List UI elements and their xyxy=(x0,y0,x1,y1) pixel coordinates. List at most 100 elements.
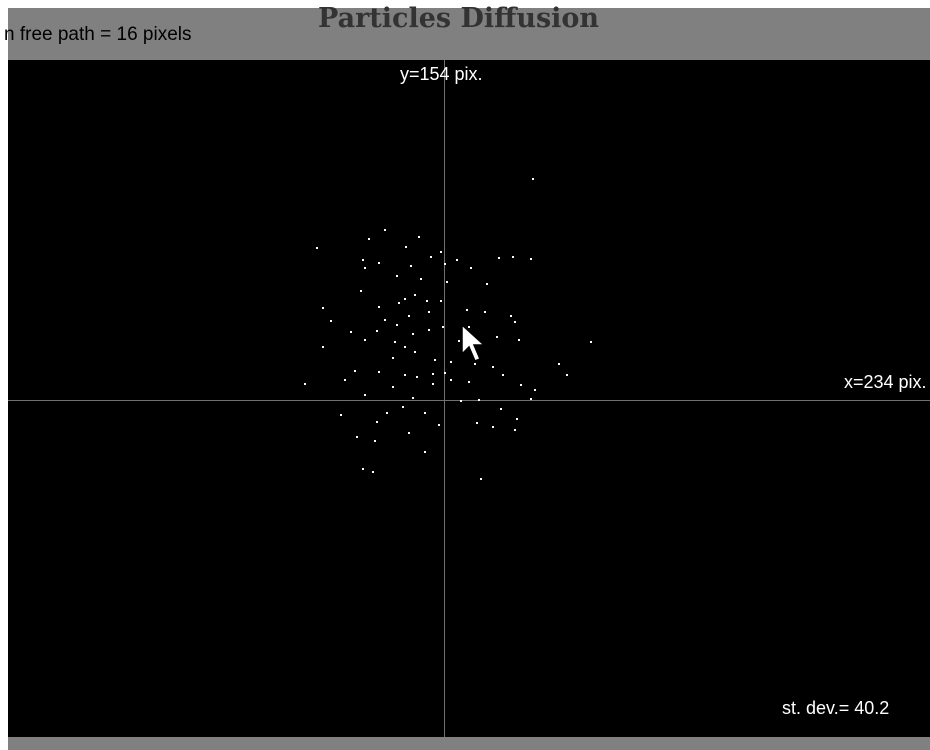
particle-dot xyxy=(404,374,406,376)
mean-free-path-label: n free path = 16 pixels xyxy=(4,24,192,45)
particle-dot xyxy=(480,478,482,480)
particle-dot xyxy=(440,251,442,253)
particle-dot xyxy=(372,471,374,473)
particle-dot xyxy=(518,339,520,341)
particle-dot xyxy=(354,370,356,372)
particle-dot xyxy=(408,315,410,317)
particle-dot xyxy=(432,383,434,385)
particle-dot xyxy=(412,333,414,335)
particle-dot xyxy=(502,374,504,376)
particle-dot xyxy=(402,406,404,408)
particle-dot xyxy=(398,302,400,304)
particle-dot xyxy=(414,294,416,296)
particle-dot xyxy=(392,357,394,359)
particle-dot xyxy=(456,259,458,261)
particle-dot xyxy=(514,321,516,323)
particle-dot xyxy=(516,418,518,420)
particle-dot xyxy=(418,236,420,238)
particle-dot xyxy=(426,300,428,302)
x-axis-line xyxy=(8,400,930,401)
particle-dot xyxy=(424,451,426,453)
particle-dot xyxy=(434,359,436,361)
standard-deviation-label: st. dev.= 40.2 xyxy=(782,698,890,718)
particle-dot xyxy=(590,341,592,343)
particle-dot xyxy=(532,178,534,180)
x-coordinate-label: x=234 pix. xyxy=(844,372,927,392)
particle-dot xyxy=(430,256,432,258)
particle-dot xyxy=(474,363,476,365)
particle-dot xyxy=(450,379,452,381)
particle-dot xyxy=(384,229,386,231)
particle-cloud xyxy=(304,178,592,480)
particle-dot xyxy=(428,329,430,331)
particle-dot xyxy=(340,414,342,416)
particle-dot xyxy=(404,346,406,348)
particle-dot xyxy=(408,432,410,434)
particle-dot xyxy=(404,298,406,300)
particle-dot xyxy=(492,426,494,428)
particle-dot xyxy=(412,397,414,399)
particle-dot xyxy=(374,440,376,442)
particle-dot xyxy=(440,300,442,302)
particle-dot xyxy=(304,383,306,385)
y-coordinate-label: y=154 pix. xyxy=(400,64,483,84)
particle-dot xyxy=(444,372,446,374)
particle-dot xyxy=(330,320,332,322)
particle-dot xyxy=(492,366,494,368)
mouse-pointer-icon xyxy=(461,324,486,362)
particle-dot xyxy=(322,307,324,309)
particle-dot xyxy=(438,424,440,426)
particle-dot xyxy=(362,468,364,470)
particle-dot xyxy=(470,267,472,269)
particle-dot xyxy=(558,363,560,365)
particle-dot xyxy=(466,309,468,311)
particle-dot xyxy=(496,336,498,338)
particle-dot xyxy=(410,265,412,267)
particle-dot xyxy=(316,247,318,249)
particle-dot xyxy=(446,281,448,283)
particle-dot xyxy=(514,429,516,431)
particle-dot xyxy=(566,374,568,376)
particle-dot xyxy=(350,331,352,333)
particle-dot xyxy=(442,326,444,328)
window-left-border xyxy=(0,0,8,750)
particle-dot xyxy=(530,398,532,400)
particle-dot xyxy=(378,371,380,373)
particle-dot xyxy=(322,346,324,348)
particle-dot xyxy=(368,238,370,240)
particle-dot xyxy=(478,399,480,401)
particle-dot xyxy=(486,283,488,285)
particle-dot xyxy=(420,278,422,280)
particle-dot xyxy=(468,381,470,383)
particle-dot xyxy=(392,386,394,388)
particle-dot xyxy=(416,376,418,378)
simulation-canvas[interactable]: y=154 pix. x=234 pix. st. dev.= 40.2 xyxy=(8,60,930,737)
particle-dot xyxy=(362,259,364,261)
particle-dot xyxy=(364,267,366,269)
particle-dot xyxy=(530,258,532,260)
bottom-bar xyxy=(8,737,930,750)
particle-dot xyxy=(378,262,380,264)
particle-dot xyxy=(520,384,522,386)
particle-dot xyxy=(384,319,386,321)
y-axis-line xyxy=(444,60,445,737)
particle-dot xyxy=(405,246,407,248)
title-bar: n free path = 16 pixels Particles Diffus… xyxy=(4,3,930,60)
particle-dot xyxy=(394,341,396,343)
particle-dot xyxy=(386,412,388,414)
particle-dot xyxy=(510,315,512,317)
particle-dot xyxy=(424,412,426,414)
particle-dot xyxy=(414,351,416,353)
particle-dot xyxy=(396,275,398,277)
particle-dot xyxy=(364,339,366,341)
particle-dot xyxy=(476,422,478,424)
particle-dot xyxy=(428,311,430,313)
particle-dot xyxy=(378,306,380,308)
particle-dot xyxy=(498,257,500,259)
particle-dot xyxy=(458,340,460,342)
page-title: Particles Diffusion xyxy=(318,3,600,34)
particle-dot xyxy=(450,361,452,363)
particle-dot xyxy=(432,373,434,375)
particle-dot xyxy=(344,379,346,381)
particle-dot xyxy=(376,421,378,423)
